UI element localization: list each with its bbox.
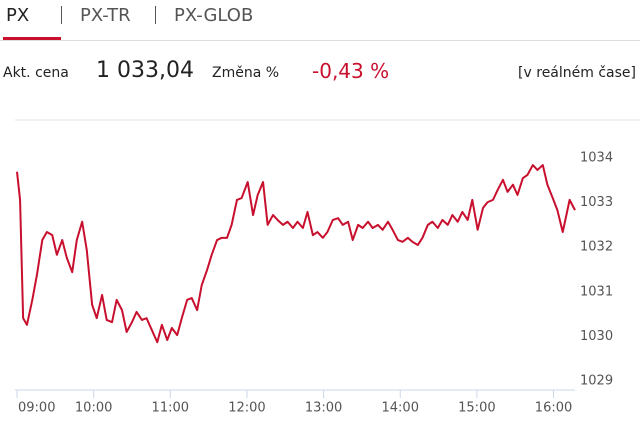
x-tick-label: 12:00 (228, 401, 265, 416)
x-tick-label: 10:00 (75, 401, 112, 416)
tab[interactable]: PX-TR (80, 5, 131, 26)
y-tick-label: 1032 (580, 240, 613, 255)
price-line (16, 164, 576, 344)
tab[interactable]: PX-GLOB (174, 5, 254, 26)
y-tick-label: 1029 (580, 374, 613, 389)
x-tick-label: 16:00 (535, 401, 572, 416)
x-tick-label: 13:00 (305, 401, 342, 416)
x-tick-label: 15:00 (458, 401, 495, 416)
change-label: Změna % (212, 65, 280, 81)
y-tick-label: 1031 (580, 284, 613, 299)
price-label: Akt. cena (3, 65, 69, 81)
x-tick-label: 09:00 (18, 401, 55, 416)
y-tick-label: 1030 (580, 329, 613, 344)
x-tick-label: 11:00 (152, 401, 189, 416)
active-underline (3, 37, 61, 40)
separator (61, 6, 62, 24)
realtime-note: [v reálném čase] (518, 65, 636, 81)
y-tick-label: 1034 (580, 150, 613, 165)
x-tick-label: 14:00 (382, 401, 419, 416)
separator (155, 6, 156, 24)
tab-bar: PX PX-TR PX-GLOB (0, 0, 640, 41)
change: -0,43 % (312, 59, 390, 83)
tab[interactable]: PX (6, 5, 30, 26)
price: 1 033,04 (96, 58, 194, 83)
y-tick-label: 1033 (580, 195, 613, 210)
